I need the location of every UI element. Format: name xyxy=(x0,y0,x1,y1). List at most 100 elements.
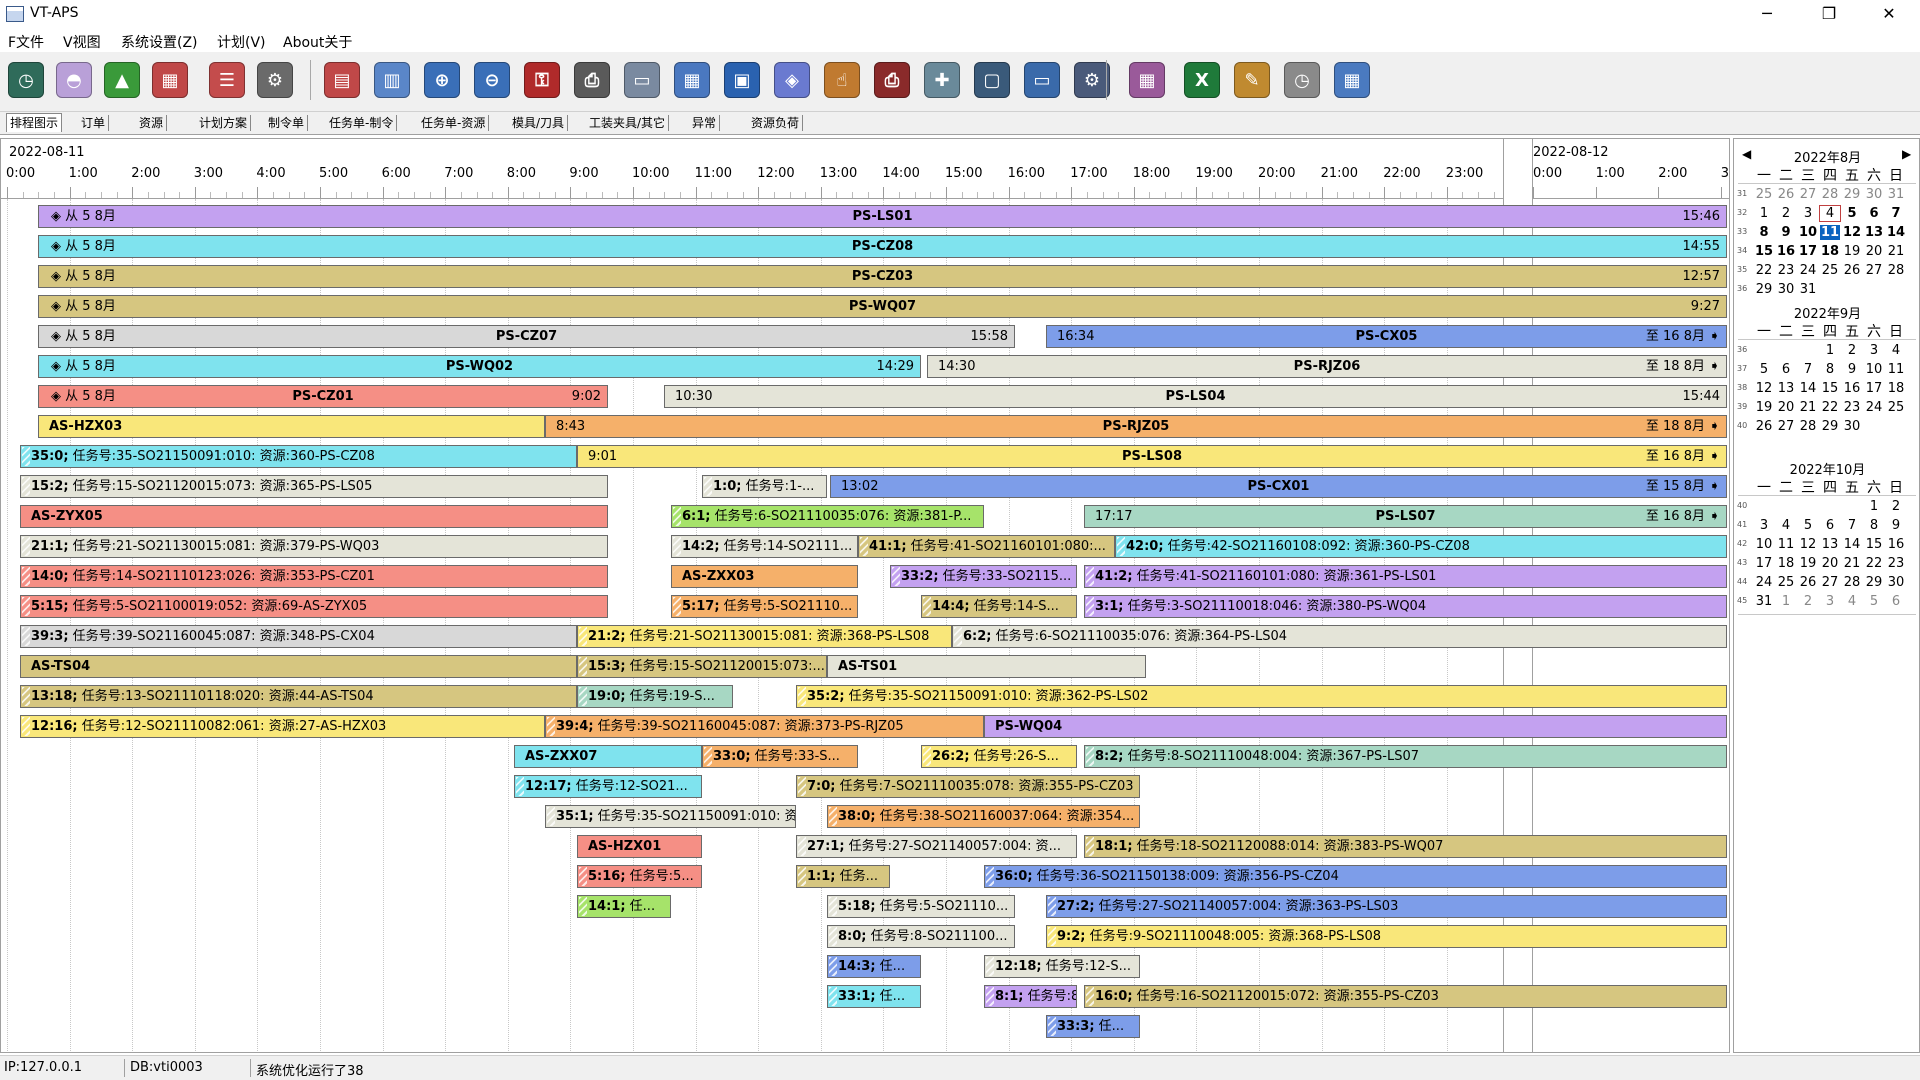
task-bar[interactable]: 33:2; 任务号:33-SO2115... xyxy=(890,565,1077,588)
calendar-export-icon-button[interactable]: ▦ xyxy=(1330,57,1374,103)
task-bar[interactable]: ◈ 从 5 8月 PS-CZ01 9:02 xyxy=(38,385,608,408)
calendar-day[interactable]: 4 xyxy=(1847,594,1857,609)
calendar-day[interactable]: 2 xyxy=(1803,594,1813,609)
task-bar[interactable]: 15:3; 任务号:15-SO21120015:073:... xyxy=(577,655,827,678)
task-bar[interactable]: 21:1; 任务号:21-SO21130015:081: 资源:379-PS-W… xyxy=(20,535,608,558)
calendar-day[interactable]: 13 xyxy=(1821,537,1839,552)
calendar-day[interactable]: 14 xyxy=(1886,225,1906,240)
task-bar[interactable]: 42:0; 任务号:42-SO21160108:092: 资源:360-PS-C… xyxy=(1115,535,1727,558)
calendar-day[interactable]: 13 xyxy=(1777,381,1795,396)
task-bar[interactable]: 6:1; 任务号:6-SO21110035:076: 资源:381-P... xyxy=(671,505,984,528)
task-bar[interactable]: 13:18; 任务号:13-SO21110118:020: 资源:44-AS-T… xyxy=(20,685,577,708)
calendar-day[interactable]: 20 xyxy=(1821,556,1839,571)
document-icon-button[interactable]: ▭ xyxy=(620,57,664,103)
task-bar[interactable]: 3:1; 任务号:3-SO21110018:046: 资源:380-PS-WQ0… xyxy=(1084,595,1727,618)
task-bar[interactable]: 27:1; 任务号:27-SO21140057:004: 资... xyxy=(796,835,1077,858)
printer-color-icon-button[interactable]: ⎙ xyxy=(870,57,914,103)
calendar-day[interactable]: 25 xyxy=(1821,263,1839,278)
menu-file[interactable]: F文件 xyxy=(8,35,45,51)
calendar-day[interactable]: 28 xyxy=(1843,575,1861,590)
calendar-day[interactable]: 4 xyxy=(1819,205,1841,222)
calendar-day[interactable]: 27 xyxy=(1777,419,1795,434)
calendar-day[interactable]: 9 xyxy=(1891,518,1901,533)
task-bar[interactable]: ◈ 从 5 8月 PS-CZ08 14:55 xyxy=(38,235,1727,258)
calendar-day[interactable]: 23 xyxy=(1777,263,1795,278)
tab-10[interactable]: 资源负荷 xyxy=(748,115,804,131)
calendar-day[interactable]: 15 xyxy=(1754,244,1774,259)
calendar-day[interactable]: 7 xyxy=(1847,518,1857,533)
calendar-day[interactable]: 20 xyxy=(1777,400,1795,415)
calendar-day[interactable]: 24 xyxy=(1799,263,1817,278)
calendar-day[interactable]: 30 xyxy=(1777,282,1795,297)
calendar-day[interactable]: 6 xyxy=(1825,518,1835,533)
task-bar[interactable]: AS-ZYX05 xyxy=(20,505,608,528)
calendar-day[interactable]: 6 xyxy=(1891,594,1901,609)
task-bar[interactable]: 8:0; 任务号:8-SO211100... xyxy=(827,925,1015,948)
task-bar[interactable]: 21:2; 任务号:21-SO21130015:081: 资源:368-PS-L… xyxy=(577,625,952,648)
calendar-day[interactable]: 18 xyxy=(1777,556,1795,571)
tab-8[interactable]: 工装夹具/其它 xyxy=(586,115,670,131)
task-bar[interactable]: 14:0; 任务号:14-SO21110123:026: 资源:353-PS-C… xyxy=(20,565,608,588)
task-bar[interactable]: ◈ 从 5 8月 PS-WQ02 14:29 xyxy=(38,355,921,378)
task-bar[interactable]: 19:0; 任务号:19-S... xyxy=(577,685,733,708)
calendar-day[interactable]: 8 xyxy=(1825,362,1835,377)
calendar-day[interactable]: 22 xyxy=(1865,556,1883,571)
calendar-day[interactable]: 26 xyxy=(1843,263,1861,278)
calendar-day[interactable]: 23 xyxy=(1843,400,1861,415)
task-bar[interactable]: 8:1; 任务号:8-... xyxy=(984,985,1077,1008)
task-bar[interactable]: 1:1; 任务... xyxy=(796,865,890,888)
menu-view[interactable]: V视图 xyxy=(63,35,101,51)
tab-5[interactable]: 任务单-制令 xyxy=(326,115,398,131)
calendar-day[interactable]: 5 xyxy=(1759,362,1769,377)
calendar-day[interactable]: 25 xyxy=(1755,187,1773,202)
calendar-day[interactable]: 26 xyxy=(1799,575,1817,590)
task-bar[interactable]: 14:4; 任务号:14-S... xyxy=(921,595,1077,618)
calendar-day[interactable]: 29 xyxy=(1843,187,1861,202)
calendar-day[interactable]: 18 xyxy=(1820,244,1840,259)
calendar-day[interactable]: 10 xyxy=(1798,225,1818,240)
calendar-day[interactable]: 5 xyxy=(1847,206,1857,221)
gantt-icon-button[interactable]: ▤ xyxy=(320,57,364,103)
menu-plan[interactable]: 计划(V) xyxy=(217,35,266,51)
task-bar[interactable]: 36:0; 任务号:36-SO21150138:009: 资源:356-PS-C… xyxy=(984,865,1727,888)
zoom-out-icon-button[interactable]: ⊖ xyxy=(470,57,514,103)
calendar-day[interactable]: 30 xyxy=(1887,575,1905,590)
task-bar[interactable]: 12:17; 任务号:12-SO21... xyxy=(514,775,702,798)
calendar-day[interactable]: 4 xyxy=(1891,343,1901,358)
calendar-day[interactable]: 17 xyxy=(1798,244,1818,259)
tab-3[interactable]: 计划方案 xyxy=(196,115,252,131)
task-bar[interactable]: 35:2; 任务号:35-SO21150091:010: 资源:362-PS-L… xyxy=(796,685,1727,708)
calendar-day[interactable]: 1 xyxy=(1825,343,1835,358)
calendar-day[interactable]: 2 xyxy=(1891,499,1901,514)
calendar-day[interactable]: 30 xyxy=(1843,419,1861,434)
window-icon-button[interactable]: ▣ xyxy=(720,57,764,103)
calendar-day[interactable]: 23 xyxy=(1887,556,1905,571)
calendar-day[interactable]: 3 xyxy=(1869,343,1879,358)
calendar-day[interactable]: 5 xyxy=(1869,594,1879,609)
task-bar[interactable]: 12:18; 任务号:12-S... xyxy=(984,955,1140,978)
calendar-day[interactable]: 31 xyxy=(1755,594,1773,609)
task-bar[interactable]: ◈ 从 5 8月 PS-CZ07 15:58 xyxy=(38,325,1015,348)
task-bar[interactable]: 26:2; 任务号:26-S... xyxy=(921,745,1077,768)
touch-icon-button[interactable]: ☝ xyxy=(820,57,864,103)
task-bar[interactable]: 39:4; 任务号:39-SO21160045:087: 资源:373-PS-R… xyxy=(545,715,984,738)
task-bar[interactable]: 13:02 PS-CX01 至 15 8月 ➧ xyxy=(830,475,1727,498)
task-bar[interactable]: 14:1; 任... xyxy=(577,895,671,918)
task-bar[interactable]: 6:2; 任务号:6-SO21110035:076: 资源:364-PS-LS0… xyxy=(952,625,1727,648)
calendar-day[interactable]: 3 xyxy=(1825,594,1835,609)
task-bar[interactable]: 9:2; 任务号:9-SO21110048:005: 资源:368-PS-LS0… xyxy=(1046,925,1727,948)
task-bar[interactable]: 27:2; 任务号:27-SO21140057:004: 资源:363-PS-L… xyxy=(1046,895,1727,918)
calendar-day[interactable]: 7 xyxy=(1891,206,1901,221)
calendar-day[interactable]: 21 xyxy=(1887,244,1905,259)
calendar-day[interactable]: 11 xyxy=(1820,225,1840,240)
calendar-day[interactable]: 10 xyxy=(1755,537,1773,552)
calendar-day[interactable]: 14 xyxy=(1843,537,1861,552)
task-bar[interactable]: 12:16; 任务号:12-SO21110082:061: 资源:27-AS-H… xyxy=(20,715,545,738)
tab-9[interactable]: 异常 xyxy=(689,115,721,131)
clipboard-add-icon-button[interactable]: ✚ xyxy=(920,57,964,103)
calendar-day[interactable]: 22 xyxy=(1821,400,1839,415)
task-bar[interactable]: 8:43 PS-RJZ05 至 18 8月 ➧ xyxy=(545,415,1727,438)
calendar-day[interactable]: 19 xyxy=(1755,400,1773,415)
calendar-day[interactable]: 8 xyxy=(1869,518,1879,533)
task-bar[interactable]: 16:0; 任务号:16-SO21120015:072: 资源:355-PS-C… xyxy=(1084,985,1727,1008)
